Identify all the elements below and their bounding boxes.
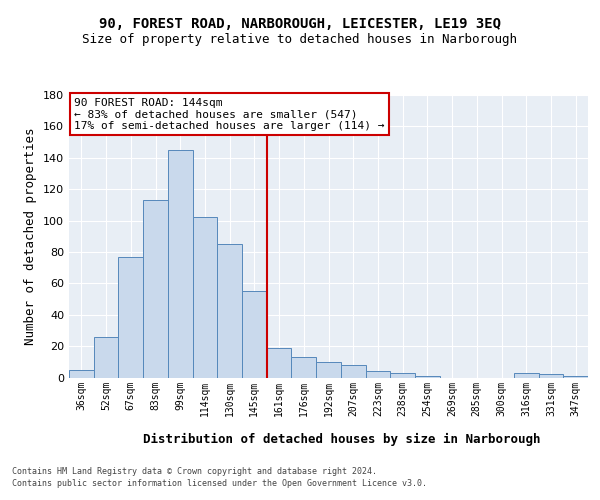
Text: Size of property relative to detached houses in Narborough: Size of property relative to detached ho… — [83, 32, 517, 46]
Bar — [292, 357, 316, 378]
Bar — [193, 218, 217, 378]
Bar — [390, 373, 415, 378]
Text: Contains HM Land Registry data © Crown copyright and database right 2024.: Contains HM Land Registry data © Crown c… — [12, 468, 377, 476]
Bar — [514, 373, 539, 378]
Bar — [118, 256, 143, 378]
Bar — [415, 376, 440, 378]
Bar — [316, 362, 341, 378]
Bar — [217, 244, 242, 378]
Bar — [94, 336, 118, 378]
Text: Contains public sector information licensed under the Open Government Licence v3: Contains public sector information licen… — [12, 479, 427, 488]
Bar — [341, 365, 365, 378]
Bar — [563, 376, 588, 378]
Text: Distribution of detached houses by size in Narborough: Distribution of detached houses by size … — [143, 432, 541, 446]
Bar — [69, 370, 94, 378]
Bar — [242, 291, 267, 378]
Y-axis label: Number of detached properties: Number of detached properties — [25, 128, 37, 345]
Bar — [143, 200, 168, 378]
Bar — [168, 150, 193, 378]
Bar — [267, 348, 292, 378]
Bar — [365, 371, 390, 378]
Text: 90, FOREST ROAD, NARBOROUGH, LEICESTER, LE19 3EQ: 90, FOREST ROAD, NARBOROUGH, LEICESTER, … — [99, 18, 501, 32]
Bar — [539, 374, 563, 378]
Text: 90 FOREST ROAD: 144sqm
← 83% of detached houses are smaller (547)
17% of semi-de: 90 FOREST ROAD: 144sqm ← 83% of detached… — [74, 98, 385, 131]
